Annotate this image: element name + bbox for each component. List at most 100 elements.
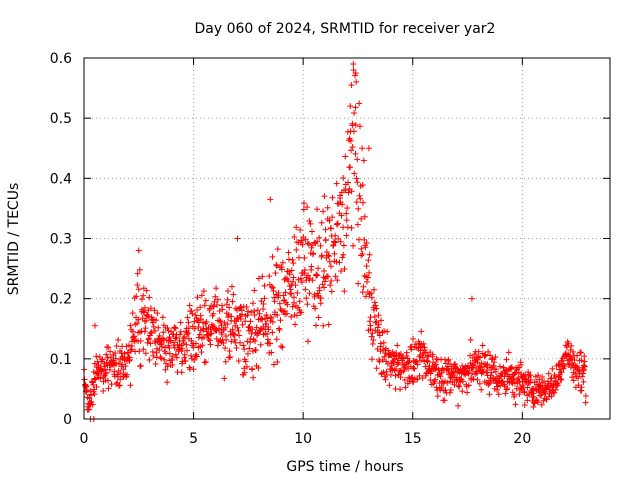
data-point xyxy=(314,272,321,279)
data-point xyxy=(213,301,220,308)
y-tick-label: 0.4 xyxy=(50,171,72,187)
data-point xyxy=(295,254,302,261)
data-point xyxy=(432,376,439,383)
data-point xyxy=(354,179,361,186)
data-point xyxy=(105,385,112,392)
data-point xyxy=(325,321,332,328)
data-point xyxy=(157,354,164,361)
data-point xyxy=(322,226,329,233)
data-point xyxy=(481,351,488,358)
data-point xyxy=(437,373,444,380)
data-point xyxy=(292,282,299,289)
data-point xyxy=(248,330,255,337)
data-point xyxy=(140,308,147,315)
data-point xyxy=(577,349,584,356)
data-point xyxy=(376,358,383,365)
data-point xyxy=(106,366,113,373)
data-point xyxy=(93,353,100,360)
data-point xyxy=(350,128,357,135)
data-point xyxy=(352,70,359,77)
y-tick-label: 0.5 xyxy=(50,111,72,127)
chart-title: Day 060 of 2024, SRMTID for receiver yar… xyxy=(195,21,496,37)
data-point xyxy=(115,336,122,343)
data-point xyxy=(359,145,366,152)
data-point xyxy=(360,157,367,164)
x-tick-label: 0 xyxy=(80,431,89,447)
data-point xyxy=(368,333,375,340)
data-point xyxy=(226,354,233,361)
data-point xyxy=(221,375,228,382)
data-point xyxy=(347,137,354,144)
data-point xyxy=(304,301,311,308)
grid xyxy=(84,58,610,419)
data-point xyxy=(264,336,271,343)
data-point xyxy=(353,199,360,206)
data-point xyxy=(189,310,196,317)
data-point xyxy=(252,338,259,345)
data-point xyxy=(531,400,538,407)
data-point xyxy=(459,388,466,395)
data-point xyxy=(173,354,180,361)
data-point xyxy=(450,368,457,375)
data-point xyxy=(136,348,143,355)
data-point xyxy=(192,312,199,319)
data-point xyxy=(172,335,179,342)
data-point xyxy=(497,382,504,389)
data-point xyxy=(214,342,221,349)
data-point xyxy=(569,348,576,355)
data-point xyxy=(247,335,254,342)
data-point xyxy=(176,346,183,353)
data-point xyxy=(400,354,407,361)
data-point xyxy=(286,271,293,278)
data-point xyxy=(103,351,110,358)
data-point xyxy=(238,307,245,314)
data-point xyxy=(242,318,249,325)
data-point xyxy=(371,313,378,320)
data-point xyxy=(575,382,582,389)
data-point xyxy=(127,382,134,389)
data-point xyxy=(298,279,305,286)
data-point xyxy=(418,328,425,335)
data-point xyxy=(173,334,180,341)
data-point xyxy=(260,300,267,307)
data-point xyxy=(123,343,130,350)
x-axis-label: GPS time / hours xyxy=(286,459,403,475)
data-point xyxy=(128,346,135,353)
data-point xyxy=(570,377,577,384)
data-point xyxy=(373,365,380,372)
data-point xyxy=(581,363,588,370)
data-point xyxy=(569,374,576,381)
data-point xyxy=(184,347,191,354)
data-point xyxy=(167,337,174,344)
data-point xyxy=(441,397,448,404)
data-point xyxy=(329,194,336,201)
data-point xyxy=(315,265,322,272)
data-point xyxy=(451,381,458,388)
data-point xyxy=(539,373,546,380)
data-point xyxy=(86,395,93,402)
data-point xyxy=(142,350,149,357)
data-point xyxy=(478,386,485,393)
data-point xyxy=(444,379,451,386)
data-point xyxy=(375,312,382,319)
data-point xyxy=(525,369,532,376)
data-point xyxy=(178,369,185,376)
data-point xyxy=(446,361,453,368)
data-point xyxy=(265,324,272,331)
data-point xyxy=(146,356,153,363)
data-point xyxy=(558,358,565,365)
data-point xyxy=(503,356,510,363)
data-point xyxy=(134,320,141,327)
data-point xyxy=(419,375,426,382)
data-point xyxy=(264,315,271,322)
data-point xyxy=(137,362,144,369)
data-point xyxy=(272,270,279,277)
data-point xyxy=(91,375,98,382)
data-point xyxy=(379,357,386,364)
data-point xyxy=(381,327,388,334)
data-point xyxy=(344,205,351,212)
data-point xyxy=(293,312,300,319)
data-point xyxy=(290,299,297,306)
data-point xyxy=(255,364,262,371)
